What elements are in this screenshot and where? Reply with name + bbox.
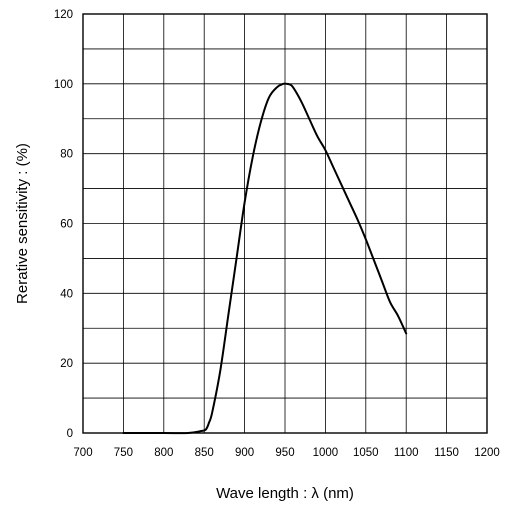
x-tick-label: 1100 [394,447,419,459]
y-axis-label: Rerative sensitivity : (%) [14,143,31,304]
x-tick-label: 1150 [434,447,459,459]
x-tick-label: 850 [195,447,214,459]
y-tick-label: 100 [54,79,73,91]
y-tick-label: 120 [54,9,73,21]
y-tick-label: 0 [67,428,73,440]
x-tick-label: 800 [154,447,173,459]
y-tick-label: 20 [60,358,73,370]
x-tick-labels: 700 750 800 850 900 950 1000 1050 1100 1150 1200 [73,447,499,459]
x-tick-label: 1050 [353,447,379,459]
plot-frame [82,13,488,434]
x-tick-label: 750 [114,447,133,459]
series-group [122,82,408,435]
x-axis-label: Wave length : λ (nm) [216,485,354,502]
x-tick-label: 900 [235,447,254,459]
y-tick-labels: 0 20 40 60 80 100 120 [54,9,73,440]
x-tick-label: 700 [73,447,92,459]
x-tick-label: 1000 [313,447,339,459]
grid [83,14,487,433]
y-tick-label: 40 [60,288,73,300]
x-tick-label: 950 [275,447,294,459]
y-tick-label: 80 [60,149,73,161]
series-line [122,82,408,435]
x-tick-label: 1200 [474,447,500,459]
y-tick-label: 60 [60,219,73,231]
